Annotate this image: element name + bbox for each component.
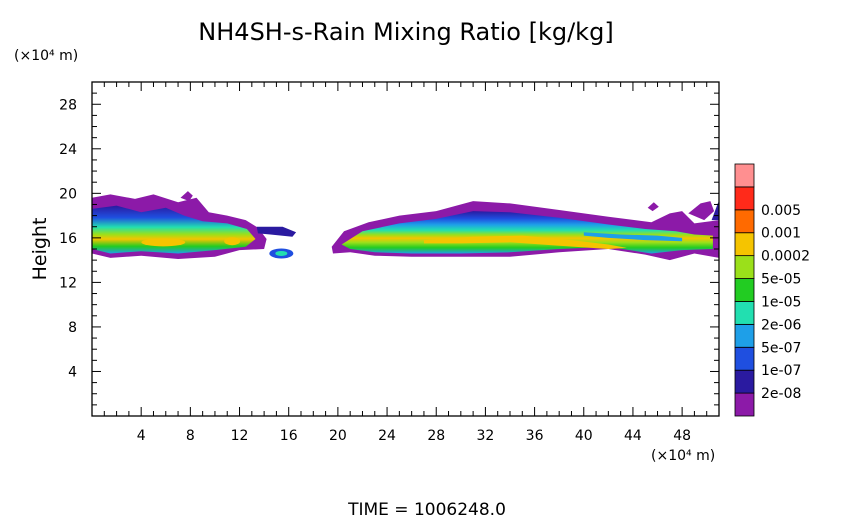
colorbar-label: 5e-05	[761, 272, 801, 288]
colorbar-label: 2e-08	[761, 386, 801, 402]
y-tick-label: 4	[68, 364, 77, 380]
colorbar-swatch	[734, 209, 755, 234]
x-tick-label: 32	[476, 428, 494, 444]
x-tick-label: 40	[575, 428, 593, 444]
x-tick-label: 12	[231, 428, 249, 444]
chart-title: NH4SH-s-Rain Mixing Ratio [kg/kg]	[198, 18, 613, 46]
colorbar-swatch	[734, 301, 755, 325]
x-tick-label: 16	[280, 428, 298, 444]
colorbar-label: 0.005	[761, 203, 801, 219]
field-east-wisp	[688, 201, 715, 221]
colorbar-label: 0.001	[761, 226, 801, 242]
colorbar-swatch	[734, 186, 755, 211]
time-label: TIME = 1006248.0	[347, 500, 506, 519]
colorbar-label: 5e-07	[761, 340, 801, 356]
x-tick-label: 24	[378, 428, 396, 444]
colorbar-swatch	[734, 232, 755, 257]
x-tick-label: 8	[186, 428, 195, 444]
field-west-tail	[256, 226, 297, 237]
x-tick-label: 48	[673, 428, 691, 444]
colorbar-label: 0.0002	[761, 249, 810, 265]
field-small-blob-core	[275, 250, 288, 256]
colorbar: 2e-08 1e-07 5e-07 2e-06 1e-05 5e-05 0.0002 0.00…	[734, 163, 810, 417]
field-west-core	[224, 237, 241, 246]
y-tick-label: 8	[68, 320, 77, 336]
x-tick-label: 36	[526, 428, 544, 444]
field-east-streak	[583, 232, 683, 242]
colorbar-swatch	[734, 323, 755, 348]
colorbar-swatch	[734, 163, 755, 188]
colorbar-swatch	[734, 392, 755, 417]
y-tick-label: 20	[59, 186, 77, 202]
contour-field	[92, 191, 719, 261]
x-tick-label: 20	[329, 428, 347, 444]
field-west-inner	[92, 205, 256, 254]
field-west-wisp	[180, 191, 193, 202]
colorbar-label: 1e-05	[761, 294, 801, 310]
y-unit-label: (×10⁴ m)	[14, 48, 78, 64]
colorbar-swatch	[734, 255, 755, 279]
colorbar-label: 1e-07	[761, 363, 801, 379]
y-axis-label: Height	[29, 218, 51, 281]
y-tick-label: 24	[59, 142, 77, 158]
colorbar-swatch	[734, 278, 755, 302]
colorbar-swatch	[734, 346, 755, 371]
x-tick-label: 44	[624, 428, 642, 444]
y-tick-label: 28	[59, 97, 77, 113]
colorbar-label: 2e-06	[761, 317, 801, 333]
field-east-wisp	[647, 202, 659, 212]
x-tick-label: 4	[137, 428, 146, 444]
y-tick-label: 12	[59, 275, 77, 291]
y-tick-label: 16	[59, 231, 77, 247]
field-west-core	[141, 238, 186, 247]
x-tick-label: 28	[427, 428, 445, 444]
x-unit-label: (×10⁴ m)	[651, 448, 715, 464]
field-east-core	[423, 235, 627, 249]
colorbar-swatch	[734, 369, 755, 394]
